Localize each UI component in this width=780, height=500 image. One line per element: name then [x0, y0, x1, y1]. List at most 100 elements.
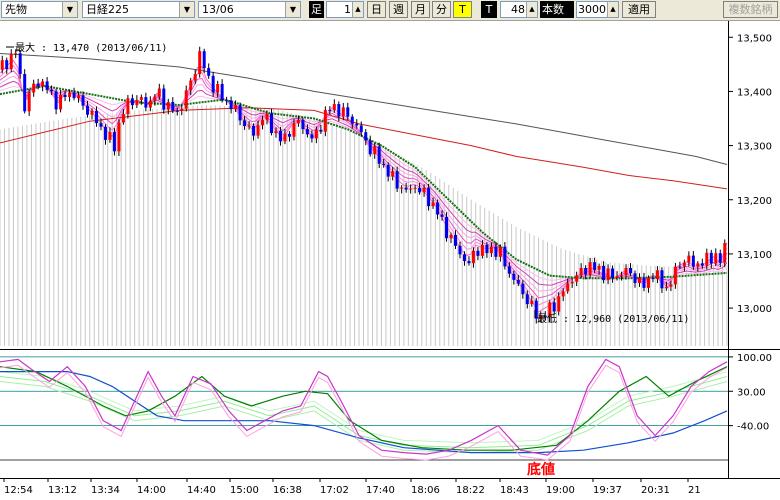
- apply-button[interactable]: 適用: [622, 1, 656, 18]
- spinner-arrows-icon[interactable]: ▲: [607, 2, 618, 17]
- candle-down: [467, 261, 471, 264]
- oscillator-tick-label: 30.00: [737, 387, 766, 398]
- candle-up: [714, 253, 718, 264]
- candle-down: [301, 119, 305, 130]
- day-button[interactable]: 日: [367, 1, 386, 18]
- tick-button[interactable]: T: [453, 1, 472, 18]
- market-select[interactable]: 先物 ▼: [1, 1, 78, 18]
- candle-up: [391, 171, 395, 177]
- candle-down: [584, 267, 588, 275]
- candle-up: [539, 315, 543, 319]
- chevron-down-icon[interactable]: ▼: [285, 2, 300, 17]
- time-tick-label: 18:06: [411, 485, 440, 496]
- candle-down: [211, 75, 215, 93]
- candle-up: [184, 90, 188, 109]
- bar-interval-value: 1: [344, 3, 351, 16]
- index-select[interactable]: 日経225 ▼: [82, 1, 195, 18]
- candle-down: [458, 245, 462, 255]
- candle-up: [121, 114, 125, 123]
- ma-short-line: [0, 84, 728, 280]
- candle-down: [552, 302, 556, 312]
- candle-up: [189, 80, 193, 91]
- minute-button[interactable]: 分: [432, 1, 451, 18]
- candle-up: [637, 277, 641, 283]
- oscillator-lightgreen-line-3: [0, 371, 728, 444]
- candle-up: [570, 281, 574, 284]
- t-value-spinner[interactable]: 48 ▲: [500, 1, 538, 18]
- candle-up: [548, 302, 552, 318]
- candle-up: [32, 83, 36, 93]
- candle-up: [68, 92, 72, 97]
- candle-up: [135, 99, 139, 106]
- candle-down: [54, 91, 58, 110]
- candle-up: [606, 268, 610, 281]
- index-select-value: 日経225: [86, 3, 129, 16]
- candle-down: [395, 171, 399, 189]
- bar-label: 足: [309, 1, 324, 18]
- time-tick-label: 17:02: [320, 485, 349, 496]
- candle-up: [139, 97, 143, 100]
- price-tick-label: 13,200: [737, 196, 772, 207]
- candle-up: [247, 125, 251, 127]
- time-tick-label: 18:22: [456, 485, 485, 496]
- oscillator-magenta-line: [0, 358, 728, 456]
- candle-down: [238, 105, 242, 121]
- contract-select[interactable]: 13/06 ▼: [198, 1, 301, 18]
- candle-down: [368, 140, 372, 155]
- time-tick-label: 14:40: [187, 485, 216, 496]
- candle-up: [480, 244, 484, 256]
- time-tick-label: 14:00: [137, 485, 166, 496]
- time-tick-label: 15:00: [230, 485, 259, 496]
- t-label: T: [481, 1, 497, 18]
- candle-down: [678, 266, 682, 268]
- price-tick-label: 13,500: [737, 33, 772, 44]
- min-label: 最低 : 12,960 (2013/06/11): [537, 312, 689, 325]
- candle-up: [77, 95, 81, 99]
- candle-down: [494, 246, 498, 257]
- candle-up: [283, 133, 287, 142]
- candle-up: [669, 284, 673, 287]
- candle-up: [27, 92, 31, 112]
- candle-up: [655, 270, 659, 280]
- candle-down: [23, 74, 27, 112]
- candle-up: [682, 262, 686, 267]
- candle-up: [409, 188, 413, 190]
- candle-down: [642, 277, 646, 288]
- candle-up: [575, 275, 579, 282]
- candle-down: [103, 126, 107, 140]
- bar-interval-spinner[interactable]: 1 ▲: [326, 1, 364, 18]
- candle-up: [117, 122, 121, 152]
- price-tick-label: 13,100: [737, 250, 772, 261]
- chevron-down-icon[interactable]: ▼: [62, 2, 77, 17]
- time-tick-label: 19:00: [546, 485, 575, 496]
- spinner-arrows-icon[interactable]: ▲: [526, 2, 537, 17]
- month-button[interactable]: 月: [411, 1, 430, 18]
- candle-up: [90, 110, 94, 115]
- candle-down: [225, 100, 229, 102]
- candle-down: [427, 187, 431, 207]
- count-spinner[interactable]: 3000 ▲: [576, 1, 619, 18]
- compare-symbols-button[interactable]: 複数銘柄: [723, 1, 778, 18]
- candle-up: [180, 108, 184, 111]
- week-button[interactable]: 週: [389, 1, 408, 18]
- candle-down: [377, 146, 381, 164]
- oscillator-lightgreen-line-2: [0, 381, 728, 454]
- candle-down: [310, 134, 314, 139]
- candle-down: [629, 267, 633, 274]
- candle-up: [489, 246, 493, 254]
- price-lines: [0, 53, 728, 280]
- candle-up: [126, 98, 130, 115]
- chevron-down-icon[interactable]: ▼: [179, 2, 194, 17]
- candle-up: [620, 275, 624, 277]
- candle-up: [0, 60, 4, 70]
- candle-down: [476, 250, 480, 256]
- toolbar: 先物 ▼ 日経225 ▼ 13/06 ▼ 足 1 ▲ 日 週 月 分 T T 4…: [0, 0, 780, 21]
- candle-up: [624, 267, 628, 276]
- candle-down: [319, 129, 323, 132]
- candle-up: [261, 119, 265, 126]
- spinner-arrows-icon[interactable]: ▲: [352, 2, 363, 17]
- ma-ribbon-line: [0, 85, 728, 281]
- candle-down: [503, 246, 507, 267]
- oscillator-tick-label: 100.00: [737, 353, 772, 364]
- candle-down: [534, 300, 538, 319]
